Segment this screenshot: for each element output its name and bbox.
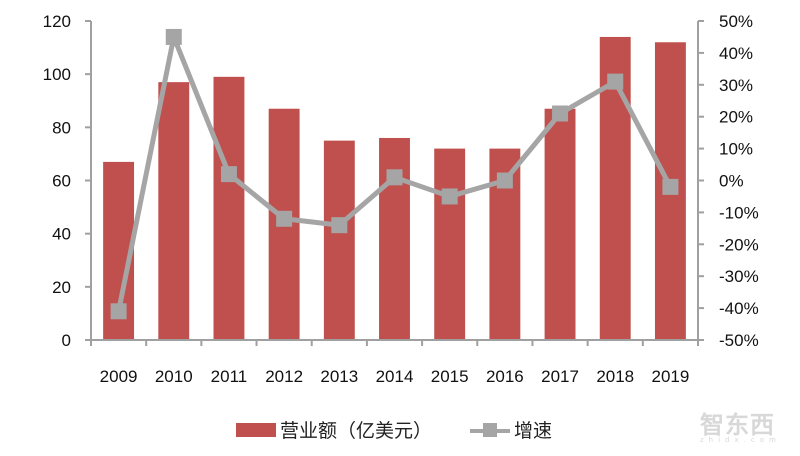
svg-text:2013: 2013 bbox=[320, 367, 358, 386]
marker-2012 bbox=[276, 210, 293, 227]
svg-text:2017: 2017 bbox=[541, 367, 579, 386]
marker-2018 bbox=[607, 73, 624, 90]
watermark-logo: 智东西 zhidx.com bbox=[700, 405, 790, 445]
bar-2017 bbox=[544, 108, 576, 340]
svg-text:100: 100 bbox=[43, 65, 71, 84]
svg-text:10%: 10% bbox=[719, 140, 753, 159]
svg-text:120: 120 bbox=[43, 12, 71, 31]
svg-text:80: 80 bbox=[52, 118, 71, 137]
growth-line bbox=[110, 28, 679, 320]
svg-text:2016: 2016 bbox=[486, 367, 524, 386]
marker-2009 bbox=[110, 303, 127, 320]
svg-text:2012: 2012 bbox=[265, 367, 303, 386]
marker-2010 bbox=[165, 28, 182, 45]
axes: 0 20 40 60 80 100 120 -50% -40% -30% -20% -10% 0% 10%… bbox=[43, 12, 759, 386]
marker-2016 bbox=[496, 172, 513, 189]
svg-text:2014: 2014 bbox=[376, 367, 414, 386]
legend: 营业额（亿美元） 增速 bbox=[236, 416, 552, 443]
marker-2017 bbox=[552, 105, 569, 122]
legend-line-label: 增速 bbox=[514, 420, 553, 442]
marker-2015 bbox=[441, 188, 458, 205]
svg-text:40%: 40% bbox=[719, 44, 753, 63]
watermark-text: 智东西 bbox=[700, 411, 775, 439]
svg-text:2010: 2010 bbox=[155, 367, 193, 386]
revenue-bars bbox=[103, 36, 686, 341]
watermark-subtext: zhidx.com bbox=[700, 436, 781, 444]
svg-text:-20%: -20% bbox=[719, 235, 759, 254]
svg-text:2018: 2018 bbox=[596, 367, 634, 386]
svg-text:40: 40 bbox=[52, 225, 71, 244]
bar-2015 bbox=[434, 148, 466, 340]
svg-text:2015: 2015 bbox=[431, 367, 469, 386]
bar-2014 bbox=[379, 137, 410, 340]
marker-2013 bbox=[331, 217, 348, 234]
marker-2019 bbox=[662, 178, 679, 195]
legend-bar-label: 营业额（亿美元） bbox=[280, 420, 433, 442]
svg-text:60: 60 bbox=[52, 172, 71, 191]
svg-text:-10%: -10% bbox=[719, 203, 759, 222]
legend-line-swatch bbox=[470, 422, 511, 437]
svg-text:-50%: -50% bbox=[719, 331, 759, 350]
svg-text:-30%: -30% bbox=[719, 267, 759, 286]
bar-2013 bbox=[323, 140, 355, 340]
marker-2014 bbox=[386, 169, 403, 186]
svg-text:2019: 2019 bbox=[651, 367, 689, 386]
svg-text:20: 20 bbox=[52, 278, 71, 297]
svg-text:2011: 2011 bbox=[211, 367, 248, 386]
svg-text:2009: 2009 bbox=[100, 367, 138, 386]
bar-2011 bbox=[213, 76, 245, 340]
marker-2011 bbox=[220, 166, 237, 183]
bar-2010 bbox=[158, 82, 190, 341]
svg-text:0: 0 bbox=[62, 331, 71, 350]
svg-text:20%: 20% bbox=[719, 108, 753, 127]
svg-text:50%: 50% bbox=[719, 12, 753, 31]
svg-text:30%: 30% bbox=[719, 76, 753, 95]
legend-bar-swatch bbox=[236, 422, 276, 437]
svg-text:-40%: -40% bbox=[719, 299, 759, 318]
svg-text:0%: 0% bbox=[719, 172, 744, 191]
